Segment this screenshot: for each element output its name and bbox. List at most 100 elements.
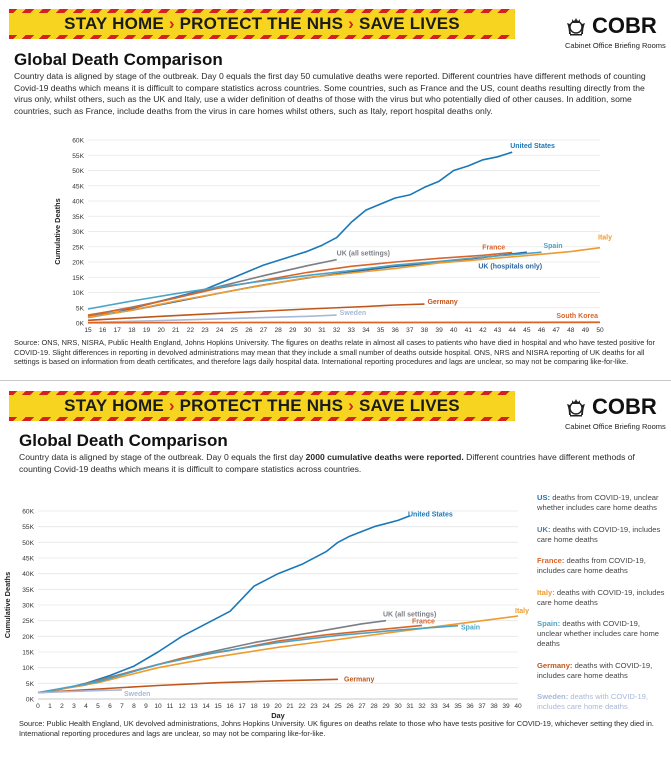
x-tick-label: 9 xyxy=(144,703,148,710)
slogan-stay-home: STAY HOME xyxy=(64,14,164,33)
y-tick-label: 50K xyxy=(72,168,84,175)
legend-key: Italy: xyxy=(537,587,555,597)
x-tick-label: 24 xyxy=(322,703,330,710)
x-tick-label: 6 xyxy=(108,703,112,710)
x-tick-label: 31 xyxy=(318,327,326,333)
x-tick-label: 15 xyxy=(214,703,222,710)
series-line-sweden xyxy=(37,689,123,694)
x-tick-label: 20 xyxy=(157,327,165,333)
y-tick-label: 40K xyxy=(22,571,34,578)
x-tick-label: 35 xyxy=(377,327,385,333)
y-tick-label: 60K xyxy=(22,509,34,516)
x-tick-label: 19 xyxy=(262,703,270,710)
y-tick-label: 50K xyxy=(22,540,34,547)
x-tick-label: 18 xyxy=(250,703,258,710)
x-tick-label: 30 xyxy=(304,327,312,333)
legend-text: deaths from COVID-19, includes care home… xyxy=(537,556,646,575)
description-part: Country data is aligned by stage of the … xyxy=(19,452,306,462)
x-tick-label: 47 xyxy=(552,327,560,333)
x-tick-label: 17 xyxy=(238,703,246,710)
x-tick-label: 5 xyxy=(96,703,100,710)
series-line-italy xyxy=(87,246,601,318)
x-tick-label: 32 xyxy=(418,703,426,710)
cobr-subtitle: Cabinet Office Briefing Rooms xyxy=(565,41,666,50)
x-tick-label: 0 xyxy=(36,703,40,710)
y-tick-label: 5K xyxy=(76,305,85,312)
x-tick-label: 8 xyxy=(132,703,136,710)
panel-all-settings-comparison: STAY HOME › PROTECT THE NHS › SAVE LIVES… xyxy=(0,380,671,758)
chart-description: Country data is aligned by stage of the … xyxy=(14,71,646,116)
x-tick-label: 37 xyxy=(478,703,486,710)
chart-description: Country data is aligned by stage of the … xyxy=(19,452,659,475)
x-tick-label: 39 xyxy=(502,703,510,710)
y-tick-label: 30K xyxy=(22,603,34,610)
y-axis-title: Cumulative Deaths xyxy=(53,198,62,265)
x-tick-label: 48 xyxy=(567,327,575,333)
series-label-italy: Italy xyxy=(598,235,612,242)
x-tick-label: 28 xyxy=(370,703,378,710)
cobr-title: COBR xyxy=(592,394,657,419)
slogan-text: STAY HOME › PROTECT THE NHS › SAVE LIVES xyxy=(9,395,515,417)
x-tick-label: 37 xyxy=(406,327,414,333)
x-tick-label: 29 xyxy=(289,327,297,333)
hazard-stripe xyxy=(9,9,515,13)
x-tick-label: 25 xyxy=(334,703,342,710)
x-tick-label: 2 xyxy=(60,703,64,710)
y-tick-label: 45K xyxy=(72,183,84,190)
y-tick-label: 55K xyxy=(72,153,84,160)
legend-item-us: US: deaths from COVID-19, unclear whethe… xyxy=(537,493,665,513)
legend-key: Spain: xyxy=(537,619,561,628)
y-tick-label: 0K xyxy=(26,697,35,704)
chevron-right-icon: › xyxy=(348,396,355,415)
panel-hospital-comparison: STAY HOME › PROTECT THE NHS › SAVE LIVES… xyxy=(0,0,671,378)
y-tick-label: 40K xyxy=(72,199,84,206)
series-label-south-korea: South Korea xyxy=(556,313,598,320)
x-tick-label: 19 xyxy=(143,327,151,333)
y-tick-label: 35K xyxy=(22,587,34,594)
description-emphasis: 2000 cumulative deaths were reported. xyxy=(305,452,464,462)
x-tick-label: 26 xyxy=(346,703,354,710)
series-label-sweden: Sweden xyxy=(124,691,150,698)
legend-item-france: France: deaths from COVID-19, includes c… xyxy=(537,556,665,576)
slogan-banner: STAY HOME › PROTECT THE NHS › SAVE LIVES xyxy=(9,9,515,39)
chevron-right-icon: › xyxy=(348,14,355,33)
x-tick-label: 33 xyxy=(430,703,438,710)
series-line-united-states xyxy=(37,514,411,694)
series-label-spain: Spain xyxy=(461,625,480,632)
chevron-right-icon: › xyxy=(168,14,175,33)
description-part: Different countries have different metho… xyxy=(19,452,635,474)
y-tick-label: 20K xyxy=(22,634,34,641)
x-tick-label: 36 xyxy=(392,327,400,333)
x-tick-label: 22 xyxy=(298,703,306,710)
x-tick-label: 21 xyxy=(286,703,294,710)
y-tick-label: 25K xyxy=(22,618,34,625)
x-tick-label: 24 xyxy=(216,327,224,333)
legend-item-spain: Spain: deaths with COVID-19, unclear whe… xyxy=(537,619,665,649)
series-label-united-states: United States xyxy=(408,512,453,519)
legend-key: US: xyxy=(537,493,551,502)
x-tick-label: 1 xyxy=(48,703,52,710)
x-tick-label: 12 xyxy=(178,703,186,710)
legend-text: deaths from COVID-19, unclear whether in… xyxy=(537,493,659,512)
chevron-right-icon: › xyxy=(168,396,175,415)
series-label-france: France xyxy=(482,245,505,252)
y-tick-label: 45K xyxy=(22,556,34,563)
x-tick-label: 3 xyxy=(72,703,76,710)
slogan-protect-nhs: PROTECT THE NHS xyxy=(179,14,344,33)
slogan-protect-nhs: PROTECT THE NHS xyxy=(179,396,344,415)
y-tick-label: 10K xyxy=(72,290,84,297)
series-label-italy: Italy xyxy=(515,608,529,615)
y-tick-label: 60K xyxy=(72,138,84,145)
hazard-stripe xyxy=(9,417,515,421)
x-tick-label: 15 xyxy=(84,327,92,333)
x-tick-label: 18 xyxy=(128,327,136,333)
legend-item-italy: Italy: deaths with COVID-19, includes ca… xyxy=(537,588,665,608)
legend-key: Germany: xyxy=(537,660,573,670)
x-tick-label: 26 xyxy=(245,327,253,333)
y-tick-label: 15K xyxy=(22,650,34,657)
series-line-germany xyxy=(37,678,339,694)
series-line-south-korea xyxy=(87,321,601,324)
x-tick-label: 36 xyxy=(466,703,474,710)
x-tick-label: 21 xyxy=(172,327,180,333)
x-tick-label: 14 xyxy=(202,703,210,710)
